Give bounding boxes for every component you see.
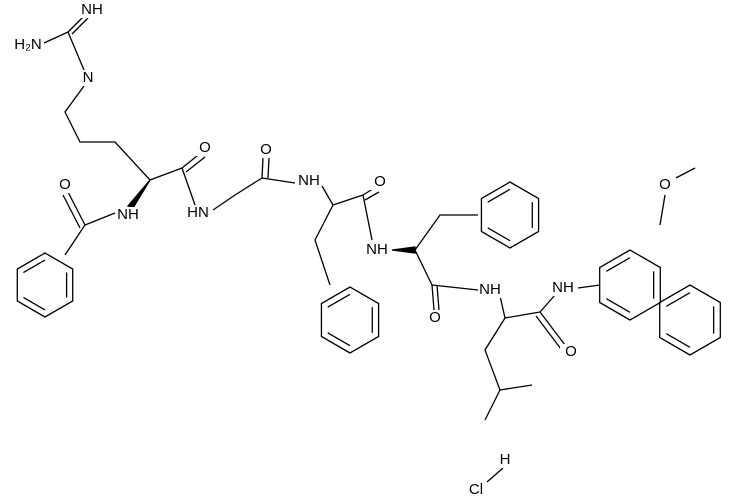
atom-label: HN [187, 204, 209, 221]
double-bond [327, 332, 351, 347]
double-bond [606, 298, 631, 313]
label-bg [255, 142, 277, 158]
atom-label: NH [298, 172, 320, 189]
double-bond [23, 296, 46, 311]
label-bg [369, 174, 391, 190]
label-bg [298, 173, 320, 189]
label-bg [117, 207, 139, 223]
label-bg [187, 205, 209, 221]
double-bond [666, 333, 691, 348]
label-bg [54, 177, 76, 193]
atom-label: NH [552, 279, 574, 296]
double-bond [23, 259, 46, 274]
label-bg [560, 344, 582, 360]
atom-label: NH [81, 1, 103, 18]
atom-label: O [59, 176, 71, 193]
label-bg [81, 2, 103, 18]
label-bg [194, 140, 216, 156]
label-bg [494, 452, 516, 468]
atom-label: O [565, 343, 577, 360]
rings [16, 181, 721, 356]
atom-label: NH [117, 206, 139, 223]
double-bond [666, 292, 691, 307]
double-bond [487, 188, 511, 203]
label-bg [424, 310, 446, 326]
ring [659, 284, 721, 356]
atom-label: O [659, 176, 671, 193]
atom-labels: NH H₂N N NH O O HN O NH O NH O NH NH O O H Cl [14, 1, 676, 498]
atom-label: H [500, 451, 511, 468]
atom-label: NH [479, 281, 501, 298]
label-bg [17, 37, 39, 53]
atom-label: H₂N [14, 36, 42, 53]
bonds [43, 13, 696, 483]
double-bond [327, 293, 351, 308]
atom-label: NH [366, 241, 388, 258]
atom-label: O [374, 173, 386, 190]
atom-label: O [260, 141, 272, 158]
label-bg [366, 242, 388, 258]
atom-label: O [429, 309, 441, 326]
atom-label: O [199, 139, 211, 156]
double-bond [487, 227, 511, 242]
atom-label: Cl [469, 481, 483, 498]
label-bg [465, 482, 487, 498]
double-bond [606, 257, 631, 272]
label-bg [479, 282, 501, 298]
ring [320, 286, 380, 354]
atom-label: N [83, 69, 94, 86]
label-bg [552, 280, 574, 296]
ring [599, 249, 661, 321]
label-bg [654, 177, 676, 193]
ring [16, 252, 74, 318]
ring [480, 181, 540, 249]
label-bg [77, 70, 99, 86]
